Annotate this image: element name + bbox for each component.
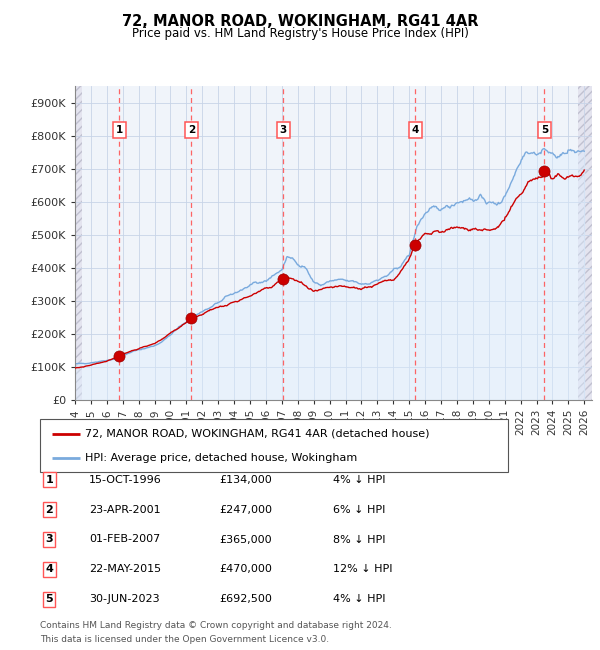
Text: 5: 5 <box>541 125 548 135</box>
Text: 30-JUN-2023: 30-JUN-2023 <box>89 594 160 604</box>
FancyBboxPatch shape <box>40 419 508 472</box>
Text: 3: 3 <box>280 125 287 135</box>
Text: 1: 1 <box>46 474 53 485</box>
Text: This data is licensed under the Open Government Licence v3.0.: This data is licensed under the Open Gov… <box>40 634 329 644</box>
Text: £692,500: £692,500 <box>219 594 272 604</box>
Text: 5: 5 <box>46 594 53 604</box>
Text: £134,000: £134,000 <box>219 474 272 485</box>
Text: 12% ↓ HPI: 12% ↓ HPI <box>333 564 392 575</box>
Text: £247,000: £247,000 <box>219 504 272 515</box>
Text: 4: 4 <box>45 564 53 575</box>
Text: HPI: Average price, detached house, Wokingham: HPI: Average price, detached house, Woki… <box>85 452 357 463</box>
Bar <box>75 86 82 400</box>
Text: 72, MANOR ROAD, WOKINGHAM, RG41 4AR: 72, MANOR ROAD, WOKINGHAM, RG41 4AR <box>122 14 478 29</box>
Text: £365,000: £365,000 <box>219 534 272 545</box>
Text: 4% ↓ HPI: 4% ↓ HPI <box>333 474 386 485</box>
Text: 23-APR-2001: 23-APR-2001 <box>89 504 160 515</box>
Bar <box>578 86 592 400</box>
Text: 22-MAY-2015: 22-MAY-2015 <box>89 564 161 575</box>
Text: 6% ↓ HPI: 6% ↓ HPI <box>333 504 385 515</box>
Text: 8% ↓ HPI: 8% ↓ HPI <box>333 534 386 545</box>
Text: 4% ↓ HPI: 4% ↓ HPI <box>333 594 386 604</box>
Text: £470,000: £470,000 <box>219 564 272 575</box>
Text: 1: 1 <box>116 125 123 135</box>
Text: 4: 4 <box>412 125 419 135</box>
Text: Price paid vs. HM Land Registry's House Price Index (HPI): Price paid vs. HM Land Registry's House … <box>131 27 469 40</box>
Text: 3: 3 <box>46 534 53 545</box>
Text: 2: 2 <box>188 125 195 135</box>
Text: 01-FEB-2007: 01-FEB-2007 <box>89 534 160 545</box>
Text: 72, MANOR ROAD, WOKINGHAM, RG41 4AR (detached house): 72, MANOR ROAD, WOKINGHAM, RG41 4AR (det… <box>85 428 429 439</box>
Text: 2: 2 <box>46 504 53 515</box>
Text: 15-OCT-1996: 15-OCT-1996 <box>89 474 161 485</box>
Text: Contains HM Land Registry data © Crown copyright and database right 2024.: Contains HM Land Registry data © Crown c… <box>40 621 392 630</box>
